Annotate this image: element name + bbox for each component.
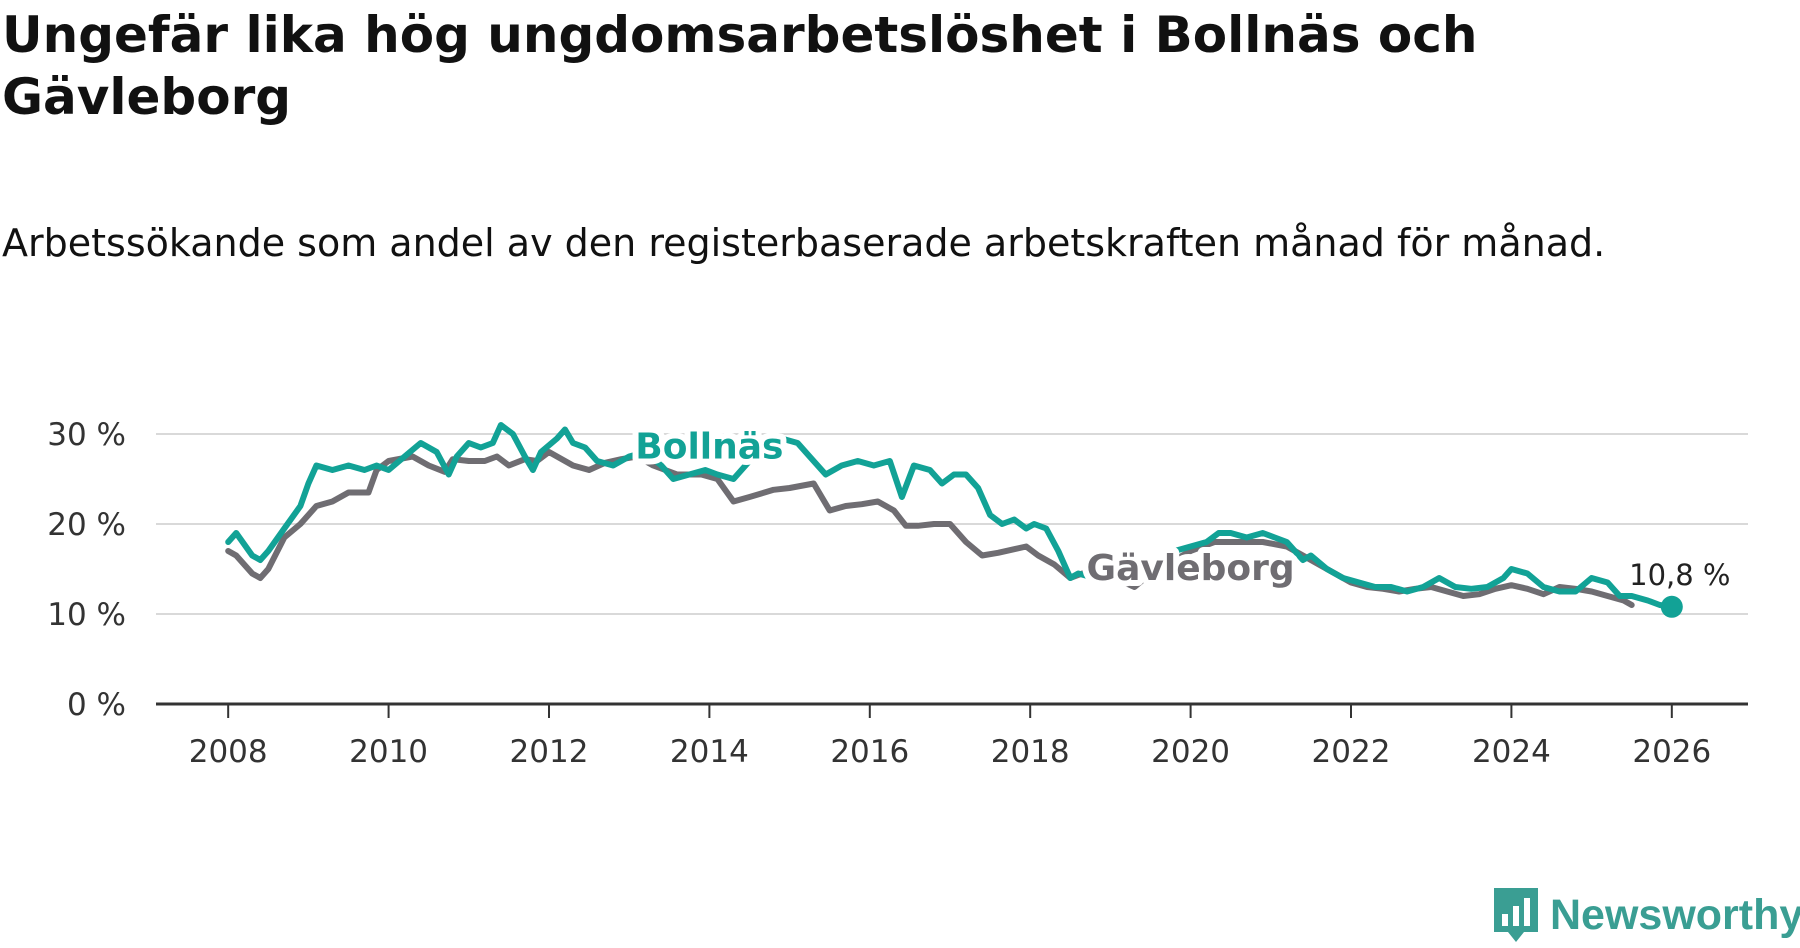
series-label-bollns: Bollnäs <box>635 427 783 468</box>
series-lines <box>225 422 1675 610</box>
brand-name: Newsworthy <box>1550 890 1800 939</box>
end-point-marker <box>1660 595 1683 618</box>
x-tick-label: 2014 <box>670 734 749 770</box>
series-line-gvleborg <box>225 449 1635 608</box>
x-tick-label: 2022 <box>1312 734 1391 770</box>
annotations: Bollnäs Gävleborg 10,8 % <box>629 421 1730 618</box>
y-tick-label: 30 % <box>47 417 126 453</box>
x-tick-label: 2020 <box>1151 734 1230 770</box>
newsworthy-logo[interactable]: Newsworthy <box>1490 884 1800 946</box>
y-tick-label: 20 % <box>47 507 126 543</box>
x-tick-label: 2010 <box>349 734 428 770</box>
x-tick-label: 2026 <box>1632 734 1711 770</box>
x-tick-label: 2018 <box>991 734 1070 770</box>
series-label-gvleborg: Gävleborg <box>1087 548 1295 589</box>
x-tick-label: 2008 <box>189 734 268 770</box>
axes: 0 % 10 % 20 % 30 % 2008 2010 2012 2014 2016 2018 2… <box>47 417 1748 770</box>
y-tick-label: 10 % <box>47 597 126 633</box>
end-value-label: 10,8 % <box>1629 558 1730 592</box>
chart-subtitle: Arbetssökande som andel av den registerb… <box>2 221 1606 265</box>
chart-title: Ungefär lika hög ungdomsarbetslöshet i B… <box>2 6 1478 126</box>
x-tick-label: 2024 <box>1472 734 1551 770</box>
x-tick-label: 2012 <box>510 734 589 770</box>
series-line-bollns <box>225 422 1675 610</box>
newsworthy-logo-icon <box>1494 888 1538 942</box>
y-tick-label: 0 % <box>67 687 126 723</box>
x-tick-label: 2016 <box>830 734 909 770</box>
